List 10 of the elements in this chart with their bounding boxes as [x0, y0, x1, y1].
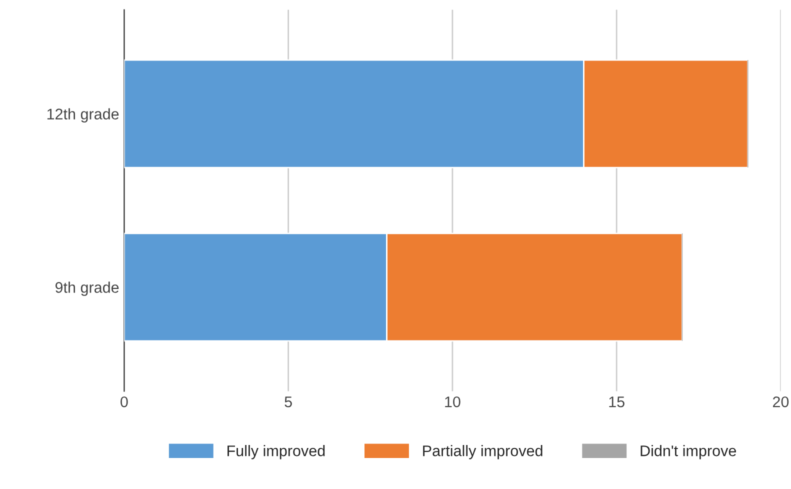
legend-label: Partially improved [423, 445, 542, 460]
y-tick-label: 9th grade [55, 282, 119, 296]
x-tick-label: 5 [284, 396, 292, 408]
legend-label: Didn't improve [640, 445, 736, 460]
y-tick-label: 12th grade [47, 108, 119, 123]
x-tick-label: 20 [772, 396, 789, 408]
x-tick-label: 10 [445, 396, 460, 408]
legend-label: Fully improved [228, 445, 325, 460]
x-tick-label: 15 [609, 396, 624, 408]
x-tick-label: 0 [120, 396, 128, 408]
